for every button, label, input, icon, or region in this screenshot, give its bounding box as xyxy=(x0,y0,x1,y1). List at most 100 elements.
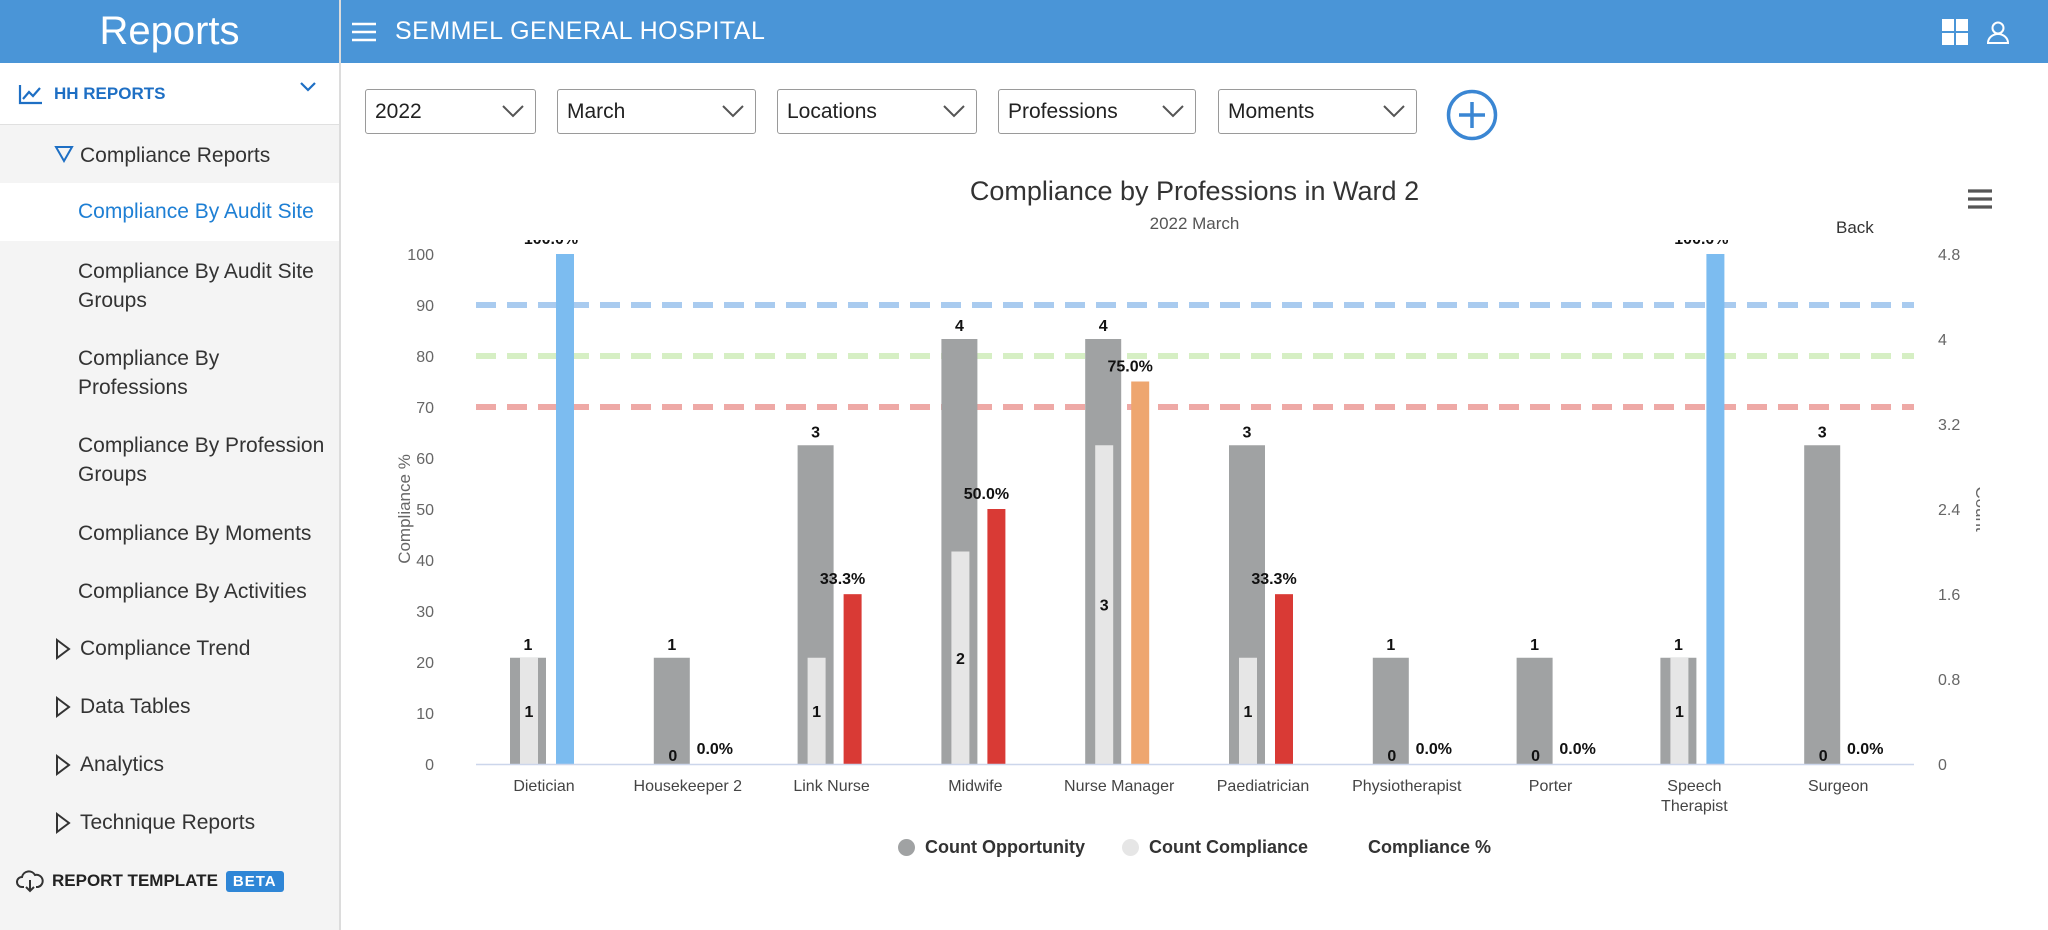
y-tick-label: 70 xyxy=(416,400,434,417)
y-tick-label: 60 xyxy=(416,451,434,468)
opportunity-bar xyxy=(1804,445,1841,764)
sidebar-item-compliance-by-profession-groups[interactable]: Compliance By Profession Groups xyxy=(0,431,339,489)
add-filter-button[interactable] xyxy=(1446,89,1498,141)
sidebar-item-technique-reports[interactable]: Technique Reports xyxy=(0,808,339,837)
compliance-percent-label: 50.0% xyxy=(964,486,1009,503)
sidebar-item-label: Compliance By Audit Site xyxy=(78,260,314,283)
professions-select[interactable]: Professions xyxy=(998,89,1196,134)
chart-title: Compliance by Professions in Ward 2 xyxy=(969,176,1420,206)
compliance-label: 1 xyxy=(525,704,534,721)
compliance-percent-label: 0.0% xyxy=(697,741,733,758)
y-tick-label: 100 xyxy=(407,247,434,264)
back-button[interactable]: Back xyxy=(1836,218,1874,237)
chevron-down-icon[interactable] xyxy=(299,81,317,93)
compliance-percent-bar xyxy=(556,254,574,764)
y-tick-label: 50 xyxy=(416,502,434,519)
compliance-percent-bar xyxy=(1131,381,1150,764)
moments-select[interactable]: Moments xyxy=(1218,89,1417,134)
compliance-percent-label: 33.3% xyxy=(820,571,865,588)
sidebar-item-label: Compliance Trend xyxy=(80,637,251,660)
apps-grid-icon[interactable] xyxy=(1941,18,1969,46)
opportunity-label: 4 xyxy=(955,318,964,335)
moments-value: Moments xyxy=(1228,99,1315,123)
year-select[interactable]: 2022 xyxy=(365,89,536,134)
user-icon[interactable] xyxy=(1985,19,2011,45)
compliance-label: 1 xyxy=(1244,704,1253,721)
y-tick-label: 90 xyxy=(416,298,434,315)
compliance-reports-label: Compliance Reports xyxy=(80,144,271,167)
locations-select[interactable]: Locations xyxy=(777,89,977,134)
x-tick-label: Speech xyxy=(1667,778,1721,795)
month-value: March xyxy=(567,99,626,123)
compliance-reports-group[interactable]: Compliance Reports xyxy=(0,141,339,171)
compliance-percent-bar xyxy=(1706,254,1725,764)
triangle-right-icon xyxy=(56,696,71,718)
compliance-label: 0 xyxy=(1819,748,1828,765)
sidebar-item-label: Compliance By Moments xyxy=(78,522,312,545)
y2-tick-label: 1.6 xyxy=(1938,587,1960,604)
x-tick-label: Link Nurse xyxy=(793,778,870,795)
compliance-percent-bar xyxy=(1275,594,1293,764)
compliance-percent-label: 100.0% xyxy=(524,240,578,248)
compliance-label: 2 xyxy=(956,651,965,668)
x-tick-label: Porter xyxy=(1529,778,1573,795)
x-tick-label: Surgeon xyxy=(1808,778,1869,795)
sidebar-item-compliance-by-professions[interactable]: Compliance By Professions xyxy=(0,344,339,402)
triangle-down-icon xyxy=(54,146,74,163)
legend-count-opportunity[interactable]: Count Opportunity xyxy=(898,837,1085,858)
x-tick-label: Therapist xyxy=(1661,798,1728,815)
x-tick-label: Dietician xyxy=(513,778,574,795)
sidebar: Reports HH REPORTS Compliance Reports Co… xyxy=(0,0,341,930)
triangle-right-icon xyxy=(56,812,71,834)
compliance-bar xyxy=(1239,657,1257,764)
hamburger-menu-icon[interactable] xyxy=(349,18,379,46)
x-tick-label: Nurse Manager xyxy=(1064,778,1175,795)
chevron-down-icon xyxy=(722,105,744,118)
x-tick-label: Housekeeper 2 xyxy=(634,778,743,795)
sidebar-item-compliance-by-moments[interactable]: Compliance By Moments xyxy=(0,519,339,548)
sidebar-item-analytics[interactable]: Analytics xyxy=(0,750,339,779)
compliance-label: 0 xyxy=(668,748,677,765)
hospital-name: SEMMEL GENERAL HOSPITAL xyxy=(395,17,766,45)
legend-count-compliance[interactable]: Count Compliance xyxy=(1122,837,1308,858)
sidebar-item-compliance-by-activities[interactable]: Compliance By Activities xyxy=(0,577,339,606)
report-template-label: REPORT TEMPLATE xyxy=(52,871,218,890)
y-tick-label: 30 xyxy=(416,604,434,621)
chevron-down-icon xyxy=(943,105,965,118)
compliance-label: 0 xyxy=(1531,748,1540,765)
compliance-label: 0 xyxy=(1387,748,1396,765)
compliance-percent-bar xyxy=(843,594,862,764)
month-select[interactable]: March xyxy=(557,89,756,134)
hh-reports-section[interactable]: HH REPORTS xyxy=(0,63,339,125)
locations-value: Locations xyxy=(787,99,877,123)
opportunity-label: 3 xyxy=(1243,424,1252,441)
compliance-percent-label: 33.3% xyxy=(1251,571,1296,588)
y2-tick-label: 0.8 xyxy=(1938,672,1960,689)
sidebar-item-compliance-by-audit-site[interactable]: Compliance By Audit Site xyxy=(0,183,339,241)
compliance-bar xyxy=(951,551,970,764)
compliance-label: 3 xyxy=(1100,598,1109,615)
sidebar-item-data-tables[interactable]: Data Tables xyxy=(0,692,339,721)
y-axis-title: Compliance % xyxy=(395,454,414,564)
chevron-down-icon xyxy=(1162,105,1184,118)
opportunity-bar xyxy=(1372,657,1409,764)
compliance-bar xyxy=(807,657,826,764)
opportunity-label: 3 xyxy=(811,424,820,441)
compliance-percent-label: 75.0% xyxy=(1108,359,1153,376)
professions-value: Professions xyxy=(1008,99,1118,123)
sidebar-item-compliance-by-audit-site-groups[interactable]: Compliance By Audit Site Groups xyxy=(0,257,339,315)
sidebar-item-compliance-trend[interactable]: Compliance Trend xyxy=(0,634,339,663)
sidebar-title: Reports xyxy=(0,0,339,63)
x-tick-label: Paediatrician xyxy=(1217,778,1310,795)
compliance-percent-label: 0.0% xyxy=(1416,741,1452,758)
x-tick-label: Physiotherapist xyxy=(1352,778,1462,795)
opportunity-label: 4 xyxy=(1099,318,1108,335)
report-template-link[interactable]: REPORT TEMPLATE BETA xyxy=(16,869,284,893)
legend-compliance-percent[interactable]: Compliance % xyxy=(1368,837,1491,858)
y-tick-label: 40 xyxy=(416,553,434,570)
chart-menu-icon[interactable] xyxy=(1966,188,1994,210)
sidebar-item-label: Compliance By xyxy=(78,347,220,370)
compliance-bar xyxy=(1095,445,1114,764)
compliance-bar xyxy=(520,657,538,764)
compliance-percent-label: 0.0% xyxy=(1847,741,1883,758)
